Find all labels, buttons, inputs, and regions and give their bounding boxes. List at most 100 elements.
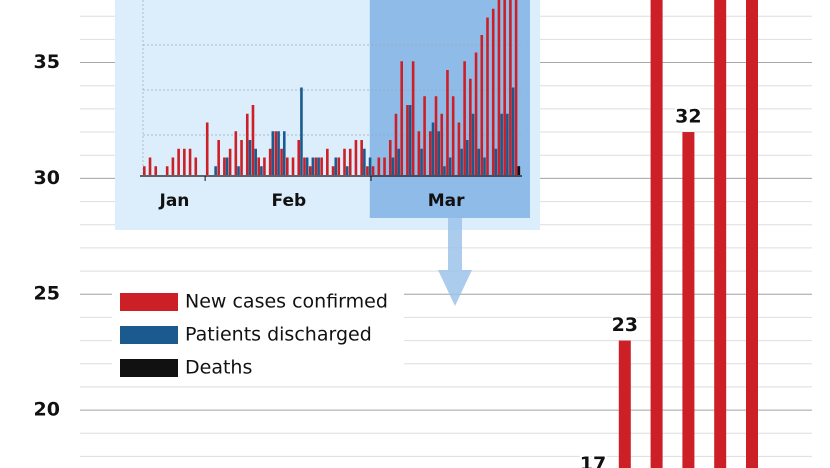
inset-bar [394, 113, 398, 175]
inset-bar [337, 157, 341, 175]
bar [714, 0, 727, 468]
inset-bar [411, 61, 415, 175]
inset-bar [291, 157, 295, 175]
inset-bar [371, 166, 375, 175]
inset-bar [483, 157, 486, 175]
inset-bar [314, 157, 318, 175]
inset-bar [406, 105, 409, 175]
inset-bar [360, 140, 363, 175]
inset-bar [377, 157, 381, 175]
inset-bar [480, 35, 484, 175]
y-tick-label: 20 [34, 399, 60, 421]
legend-swatch [120, 359, 178, 377]
inset-bar [260, 166, 263, 175]
inset-bar [469, 78, 472, 175]
inset-bar [282, 131, 286, 175]
inset-bar [234, 131, 238, 175]
inset-bar [443, 166, 446, 175]
inset-bar [300, 87, 303, 175]
legend-label: Patients discharged [185, 324, 372, 346]
y-tick-label: 25 [34, 283, 60, 305]
inset-bar [280, 148, 283, 175]
inset-bar [497, 0, 501, 175]
inset-bar [171, 157, 175, 175]
inset-bar [303, 157, 306, 175]
inset-bar [368, 157, 372, 175]
inset-bar [509, 0, 512, 175]
value-label: 23 [612, 314, 638, 336]
inset-bar [503, 0, 506, 175]
inset-grid [142, 0, 522, 175]
inset-bar [245, 113, 249, 175]
inset-bar [297, 140, 301, 175]
inset-bar [431, 122, 435, 175]
inset-bar [326, 148, 329, 175]
inset-bar [397, 148, 400, 175]
inset-bar [451, 96, 455, 175]
inset-bar [223, 157, 226, 175]
inset-bar [463, 61, 466, 175]
inset-bar [263, 157, 266, 175]
inset-bar [511, 87, 515, 175]
inset-bar [423, 96, 426, 175]
inset-bar [517, 166, 521, 175]
bar [618, 340, 631, 468]
inset-bar [408, 105, 412, 175]
inset-bar [486, 17, 489, 175]
inset-bar [391, 157, 395, 175]
inset-bar [177, 148, 180, 175]
inset-bar [348, 148, 352, 175]
inset-bar [268, 148, 272, 175]
inset-bar [491, 8, 495, 175]
inset-bar [460, 148, 463, 175]
inset-bar [320, 157, 323, 175]
inset-bar [254, 148, 257, 175]
inset-bar [434, 96, 438, 175]
value-label: 32 [675, 106, 701, 128]
legend-swatch [120, 326, 178, 344]
inset-bar [257, 157, 260, 175]
inset-bar [251, 105, 255, 175]
inset-bar [446, 70, 449, 175]
inset-bar [271, 131, 275, 175]
inset-bar [388, 140, 392, 175]
inset-bar [500, 113, 503, 175]
month-label: Mar [428, 191, 465, 211]
inset-bar [217, 140, 220, 175]
inset-bar [311, 157, 315, 175]
inset-bar [383, 157, 386, 175]
inset-bar [334, 157, 338, 175]
bar [650, 0, 663, 468]
inset-bar [457, 122, 461, 175]
legend-label: New cases confirmed [185, 291, 388, 313]
inset-bar [417, 131, 421, 175]
value-label: 17 [580, 453, 606, 468]
bar [682, 132, 695, 468]
inset-bar [345, 166, 349, 175]
inset-bar [214, 166, 217, 175]
inset-bar [205, 122, 209, 175]
inset-bar [420, 148, 423, 175]
inset-bar [400, 61, 403, 175]
inset-bar [228, 148, 232, 175]
inset-bar [366, 166, 369, 175]
inset-bar [317, 157, 320, 175]
inset-bar [237, 166, 240, 175]
bar [746, 0, 758, 468]
inset-bar [514, 0, 518, 175]
inset-bar [448, 157, 452, 175]
inset-bar [331, 166, 335, 175]
inset-bar [343, 148, 346, 175]
inset-bar [183, 148, 186, 175]
inset-bar [277, 131, 280, 175]
inset-bar [471, 113, 475, 175]
inset-bar [143, 166, 146, 175]
y-tick-label: 35 [34, 51, 60, 73]
inset-bar [506, 113, 509, 175]
inset-bar [354, 140, 358, 175]
inset-bar [188, 148, 192, 175]
inset-bar [148, 157, 152, 175]
inset-bar [494, 148, 498, 175]
legend-label: Deaths [185, 357, 252, 379]
